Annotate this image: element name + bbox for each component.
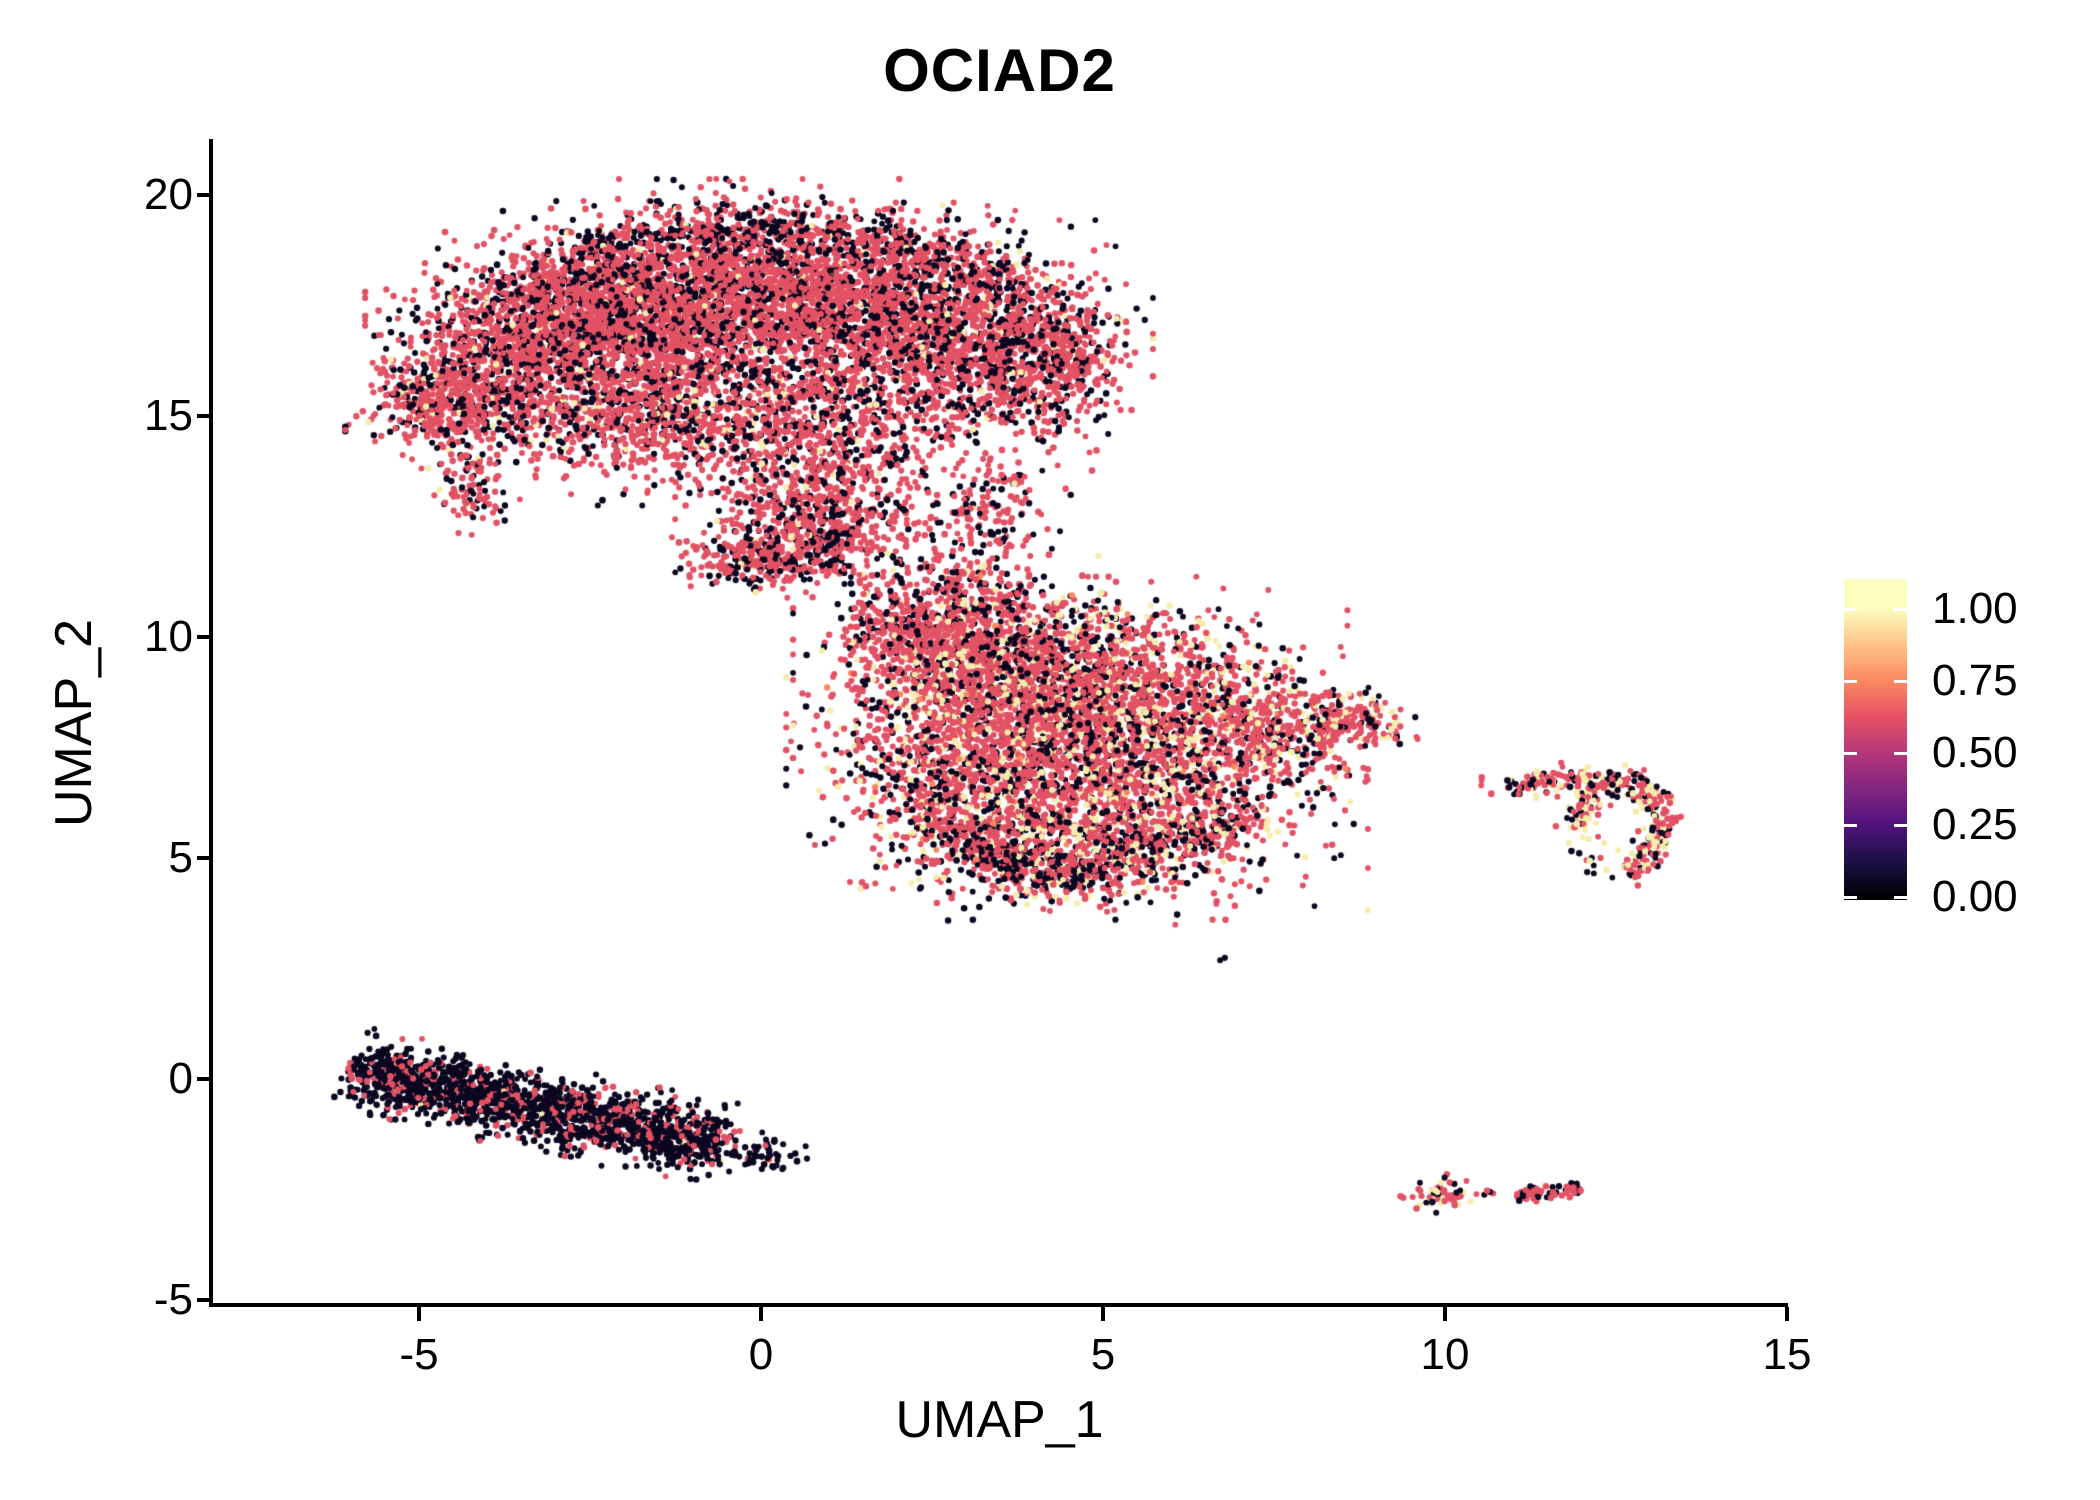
y-tick-label: 10 bbox=[144, 612, 193, 661]
colorbar-tickmark bbox=[1844, 824, 1857, 827]
colorbar-tickmark bbox=[1894, 608, 1907, 611]
y-tickmark bbox=[197, 856, 211, 860]
x-axis-line bbox=[209, 1303, 1788, 1307]
x-tickmark bbox=[417, 1307, 421, 1321]
x-tickmark bbox=[1101, 1307, 1105, 1321]
y-tickmark bbox=[197, 1298, 211, 1302]
colorbar-label: 1.00 bbox=[1932, 584, 2018, 633]
x-tickmark bbox=[1785, 1307, 1789, 1321]
y-tickmark bbox=[197, 414, 211, 418]
colorbar-label: 0.75 bbox=[1932, 656, 2018, 705]
colorbar-label: 0.50 bbox=[1932, 728, 2018, 777]
y-axis-line bbox=[209, 139, 213, 1307]
colorbar-tickmark bbox=[1894, 824, 1907, 827]
y-tick-label: 20 bbox=[144, 170, 193, 219]
legend-colorbar bbox=[1844, 579, 1907, 900]
y-tick-label: -5 bbox=[153, 1275, 193, 1324]
colorbar-tickmark bbox=[1894, 752, 1907, 755]
y-tickmark bbox=[197, 635, 211, 639]
colorbar-tickmark bbox=[1894, 680, 1907, 683]
colorbar-tickmark bbox=[1894, 896, 1907, 899]
y-axis-title: UMAP_2 bbox=[45, 618, 103, 828]
y-tickmark bbox=[197, 1077, 211, 1081]
plot-title: OCIAD2 bbox=[883, 37, 1116, 104]
y-tick-label: 5 bbox=[168, 833, 193, 882]
colorbar-tickmark bbox=[1844, 608, 1857, 611]
x-tickmark bbox=[1443, 1307, 1447, 1321]
x-axis-title: UMAP_1 bbox=[895, 1391, 1104, 1449]
y-tick-label: 15 bbox=[144, 391, 193, 440]
colorbar-label: 0.25 bbox=[1932, 800, 2018, 849]
colorbar-label: 0.00 bbox=[1932, 872, 2018, 921]
x-tick-label: 5 bbox=[1090, 1330, 1116, 1379]
y-tickmark bbox=[197, 193, 211, 197]
x-tick-label: 15 bbox=[1762, 1330, 1812, 1379]
colorbar-tickmark bbox=[1844, 896, 1857, 899]
x-tick-label: -5 bbox=[399, 1330, 439, 1379]
colorbar-tickmark bbox=[1844, 680, 1857, 683]
y-tick-label: 0 bbox=[168, 1054, 193, 1103]
x-tickmark bbox=[759, 1307, 763, 1321]
colorbar-tickmark bbox=[1844, 752, 1857, 755]
x-tick-label: 10 bbox=[1420, 1330, 1470, 1379]
x-tick-label: 0 bbox=[748, 1330, 774, 1379]
